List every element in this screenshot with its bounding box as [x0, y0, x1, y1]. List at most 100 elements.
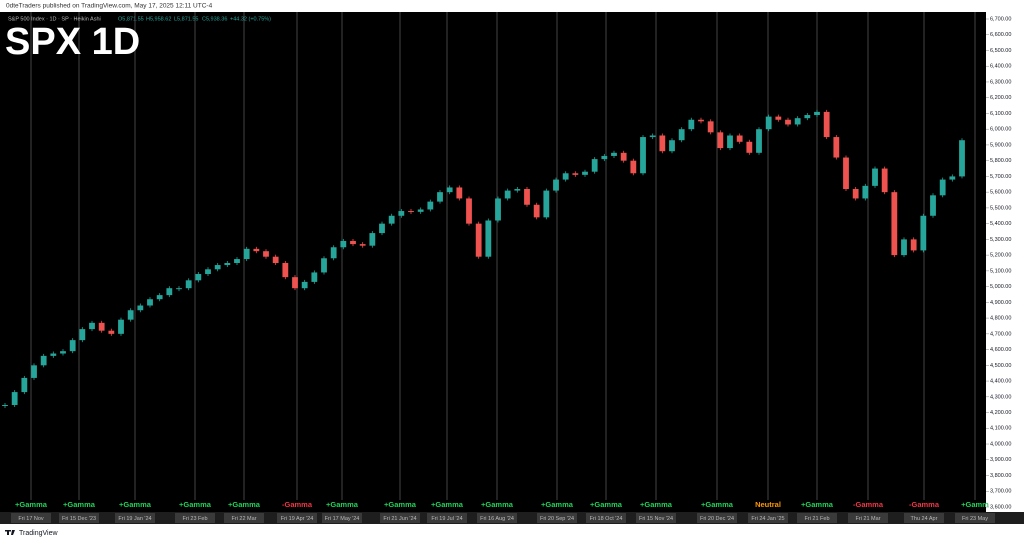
- date-label: Fri 24 Jan '25: [751, 516, 784, 522]
- date-box: [277, 513, 317, 523]
- candle: [514, 189, 521, 191]
- date-box: [797, 513, 837, 523]
- date-label: Fri 21 Jun '24: [383, 516, 416, 522]
- candle: [582, 171, 588, 175]
- candle: [736, 135, 743, 142]
- candle: [369, 233, 376, 246]
- gamma-label: Neutral: [755, 500, 781, 509]
- date-box: [322, 513, 362, 523]
- symbol-label: S&P 500 Index · 1D · SP · Heikin Ashi: [8, 16, 101, 22]
- candle: [234, 259, 240, 263]
- y-tick-label: 5,900.00: [990, 142, 1011, 148]
- y-tick-label: 4,100.00: [990, 426, 1011, 432]
- candle: [939, 179, 946, 196]
- candle: [678, 129, 685, 141]
- candle: [553, 179, 559, 191]
- gamma-label: -Gamma: [909, 500, 940, 509]
- candle: [688, 119, 695, 130]
- y-tick-label: 4,700.00: [990, 331, 1011, 337]
- date-label: Fri 17 Nov: [18, 516, 44, 522]
- date-box: [11, 513, 51, 523]
- date-box: [697, 513, 737, 523]
- y-tick-label: 5,200.00: [990, 253, 1011, 259]
- ohlc-value: O5,871.55: [118, 16, 144, 22]
- date-box: [904, 513, 944, 523]
- price-axis: [986, 12, 1024, 512]
- date-box: [175, 513, 215, 523]
- candle: [205, 269, 211, 275]
- y-tick-label: 3,800.00: [990, 473, 1011, 479]
- y-tick-label: 6,000.00: [990, 127, 1011, 133]
- gamma-label: +Gamma: [228, 500, 261, 509]
- candle: [466, 198, 472, 224]
- chart-layer: O5,871.55 H5,958.62 L5,871.55 C5,938.36 +44.…: [2, 12, 1011, 523]
- y-tick-label: 4,900.00: [990, 300, 1011, 306]
- gamma-label: -Gamma: [853, 500, 884, 509]
- y-tick-label: 3,700.00: [990, 489, 1011, 495]
- candle: [630, 160, 637, 174]
- candle: [176, 288, 182, 290]
- candle: [572, 173, 579, 175]
- candle: [543, 190, 550, 218]
- candle: [601, 155, 608, 160]
- candle: [495, 198, 501, 221]
- candle: [359, 244, 366, 246]
- candle: [533, 204, 540, 218]
- candle: [108, 330, 115, 334]
- candle: [920, 215, 927, 251]
- gamma-label: -Gamma: [282, 500, 313, 509]
- y-tick-label: 6,100.00: [990, 111, 1011, 117]
- date-box: [380, 513, 420, 523]
- gamma-label: +Gamma: [431, 500, 464, 509]
- candle: [301, 281, 308, 289]
- y-tick-label: 6,700.00: [990, 16, 1011, 22]
- candle: [195, 274, 202, 281]
- candle: [843, 157, 849, 190]
- candle: [707, 121, 714, 133]
- candle: [727, 135, 733, 149]
- gamma-label: +Gamma: [481, 500, 514, 509]
- candle: [852, 189, 859, 199]
- ohlc-value: C5,938.36: [202, 16, 227, 22]
- candle: [698, 119, 704, 122]
- candle: [60, 351, 66, 354]
- date-label: Fri 20 Sep '24: [540, 516, 574, 522]
- candle: [253, 248, 260, 252]
- date-label: Fri 19 Apr '24: [281, 516, 314, 522]
- footer-logo: [5, 530, 15, 535]
- candle: [214, 265, 221, 270]
- candle: [330, 247, 337, 259]
- candle: [398, 211, 405, 216]
- candle: [156, 295, 163, 300]
- date-box: [115, 513, 155, 523]
- ohlc-value: +44.32 (+0.75%): [230, 16, 271, 22]
- candle: [504, 190, 511, 199]
- y-tick-label: 4,400.00: [990, 379, 1011, 385]
- gamma-label: +Gamma: [15, 500, 48, 509]
- y-tick-label: 5,300.00: [990, 237, 1011, 243]
- candle: [166, 288, 173, 296]
- y-tick-label: 5,400.00: [990, 221, 1011, 227]
- y-tick-label: 4,000.00: [990, 441, 1011, 447]
- candle: [408, 211, 414, 213]
- date-box: [955, 513, 995, 523]
- gamma-label: +Gamma: [179, 500, 212, 509]
- date-label: Fri 17 May '24: [325, 516, 360, 522]
- candle: [524, 189, 530, 205]
- date-label: Fri 21 Feb: [804, 516, 829, 522]
- ohlc-value: H5,958.62: [146, 16, 171, 22]
- candle: [620, 152, 627, 161]
- candle: [746, 141, 753, 153]
- y-tick-label: 4,300.00: [990, 394, 1011, 400]
- candle: [340, 240, 347, 248]
- y-tick-label: 5,800.00: [990, 158, 1011, 164]
- candle: [833, 137, 840, 158]
- candle: [823, 111, 830, 138]
- candle: [118, 319, 124, 334]
- gamma-label: +Gamma: [326, 500, 359, 509]
- gamma-label: +Gamma: [801, 500, 834, 509]
- gamma-label: +Gamma: [590, 500, 623, 509]
- candle: [910, 239, 917, 251]
- candle: [147, 299, 153, 306]
